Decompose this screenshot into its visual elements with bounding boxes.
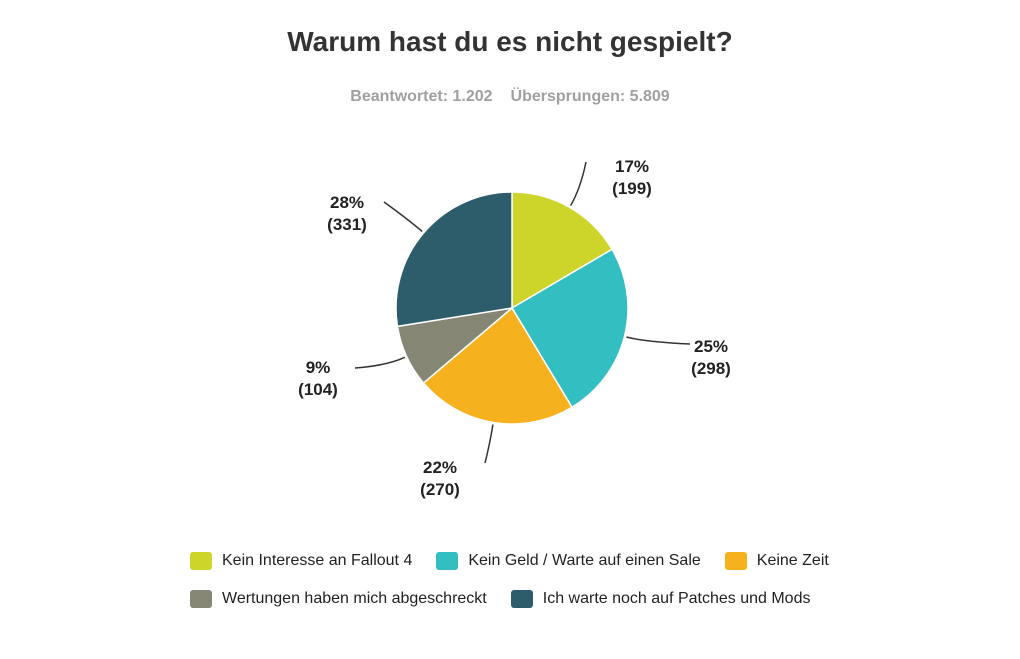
legend-label: Kein Interesse an Fallout 4: [222, 552, 413, 569]
leader-line-patches-mods: [383, 201, 423, 233]
legend-item-keine-zeit[interactable]: Keine Zeit: [724, 552, 829, 570]
data-label-count-wertungen: (104): [298, 380, 338, 399]
data-label-count-kein-geld: (298): [691, 359, 731, 378]
data-label-percent-kein-interesse: 17%: [615, 157, 649, 176]
data-label-count-patches-mods: (331): [327, 215, 367, 234]
data-label-count-keine-zeit: (270): [420, 480, 460, 499]
legend-swatch: [190, 590, 212, 608]
answered-count: Beantwortet: 1.202: [350, 88, 493, 105]
legend-item-kein-geld[interactable]: Kein Geld / Warte auf einen Sale: [436, 552, 701, 570]
pie-slice-keine-zeit[interactable]: [422, 306, 574, 425]
skipped-count: Übersprungen: 5.809: [510, 88, 670, 105]
data-label-percent-wertungen: 9%: [306, 358, 331, 377]
chart-title: Warum hast du es nicht gespielt?: [287, 26, 733, 57]
leader-line-keine-zeit: [484, 424, 494, 464]
data-label-percent-patches-mods: 28%: [330, 193, 364, 212]
legend-label: Kein Geld / Warte auf einen Sale: [468, 552, 701, 569]
legend-swatch: [436, 552, 459, 570]
legend-label: Keine Zeit: [756, 552, 829, 569]
legend-item-kein-interesse[interactable]: Kein Interesse an Fallout 4: [190, 552, 412, 570]
data-label-percent-keine-zeit: 22%: [423, 458, 457, 477]
legend: Kein Interesse an Fallout 4 Kein Geld / …: [190, 550, 950, 626]
data-label-count-kein-interesse: (199): [612, 179, 652, 198]
legend-swatch: [190, 552, 212, 570]
legend-label: Wertungen haben mich abgeschreckt: [222, 590, 487, 607]
pie-slice-kein-interesse[interactable]: [511, 191, 614, 310]
legend-item-wertungen[interactable]: Wertungen haben mich abgeschreckt: [190, 590, 487, 608]
legend-item-patches-mods[interactable]: Ich warte noch auf Patches und Mods: [510, 590, 811, 608]
leader-line-kein-interesse: [569, 161, 587, 206]
legend-row-1: Kein Interesse an Fallout 4 Kein Geld / …: [190, 550, 950, 572]
leader-line-kein-geld: [626, 336, 691, 345]
legend-swatch: [510, 590, 533, 608]
data-label-percent-kein-geld: 25%: [694, 337, 728, 356]
chart-subtitle: Beantwortet: 1.202 Übersprungen: 5.809: [0, 88, 1020, 106]
pie-slice-patches-mods[interactable]: [395, 191, 513, 328]
legend-swatch: [724, 552, 747, 570]
leader-line-wertungen: [354, 356, 406, 369]
legend-label: Ich warte noch auf Patches und Mods: [542, 590, 811, 607]
legend-row-2: Wertungen haben mich abgeschreckt Ich wa…: [190, 588, 950, 610]
pie-slice-kein-geld[interactable]: [510, 248, 629, 409]
